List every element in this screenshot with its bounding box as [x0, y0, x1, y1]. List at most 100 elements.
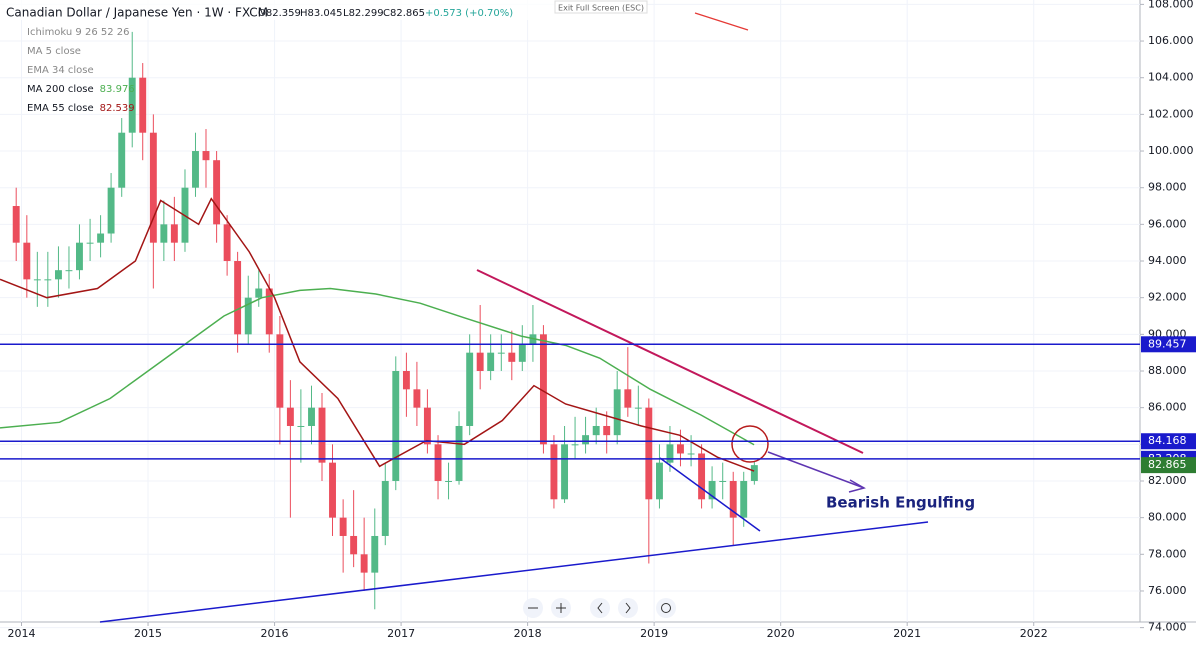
indicator-value: 82.539 [100, 103, 135, 114]
ohlc-high: H83.045 [300, 8, 343, 19]
y-tick-label: 82.000 [1148, 474, 1187, 487]
change: +0.573 (+0.70%) [425, 8, 513, 19]
trend-line [99, 521, 929, 623]
candle-body [149, 132, 157, 243]
candle-body [329, 462, 336, 518]
y-tick-label: 104.000 [1148, 71, 1194, 84]
candle-body [371, 535, 379, 573]
candle-body [719, 480, 727, 482]
candle-body [33, 279, 41, 281]
candle-body [634, 407, 642, 409]
icon [625, 602, 631, 614]
candle-body [12, 206, 20, 243]
scroll-left[interactable] [590, 598, 610, 618]
candle-body [350, 535, 358, 555]
indicator-label: EMA 34 close [27, 65, 94, 76]
trend-line [694, 12, 749, 31]
candle-body [497, 352, 505, 354]
candle-body [65, 270, 73, 272]
price-label: 84.168 [1148, 434, 1187, 447]
x-tick-label: 2016 [261, 627, 289, 640]
highlight-circle [731, 425, 769, 463]
x-tick-label: 2017 [387, 627, 415, 640]
indicator-label: MA 5 close [27, 46, 81, 57]
y-tick-label: 80.000 [1148, 511, 1187, 524]
candle-body [729, 480, 737, 518]
indicator-label: MA 200 close [27, 84, 94, 95]
candle-body [592, 425, 600, 436]
x-tick-label: 2021 [893, 627, 921, 640]
fullscreen-hint-box[interactable] [554, 0, 648, 14]
candle-body [360, 554, 368, 573]
x-tick-label: 2019 [640, 627, 668, 640]
candle-body [202, 151, 210, 161]
y-tick-label: 92.000 [1148, 291, 1187, 304]
candle-body [413, 389, 421, 408]
y-tick-label: 88.000 [1148, 364, 1187, 377]
last-price: 82.865 [1148, 458, 1187, 471]
indicator-line [0, 197, 755, 472]
candle-body [86, 242, 94, 244]
price-label-box [1141, 433, 1196, 450]
candle-body [455, 425, 463, 481]
reset[interactable] [656, 598, 676, 618]
fullscreen-hint[interactable]: Exit Full Screen (ESC) [558, 4, 644, 13]
candle-body [655, 462, 663, 500]
last-price-box [1141, 457, 1196, 474]
y-tick-label: 102.000 [1148, 107, 1194, 120]
candle-body [265, 288, 273, 335]
x-tick-label: 2014 [8, 627, 36, 640]
indicator-label: Ichimoku 9 26 52 26 [27, 27, 130, 38]
candle-body [308, 407, 315, 426]
candle-body [571, 444, 579, 446]
symbol: Canadian Dollar / Japanese Yen · 1W · FX… [6, 6, 268, 20]
candle-body [139, 77, 147, 133]
grid [0, 0, 1140, 629]
plot [0, 31, 758, 610]
annotation: Bearish Engulfing [826, 494, 975, 512]
trend-line [476, 269, 864, 454]
candle-body [170, 224, 178, 243]
y-tick-label: 76.000 [1148, 584, 1187, 597]
candle-body [624, 389, 632, 408]
y-tick-label: 86.000 [1148, 401, 1187, 414]
ohlc-low: L82.299 [343, 8, 384, 19]
ohlc-close: C82.865 [383, 8, 425, 19]
candle-body [466, 352, 474, 426]
candle-body [508, 352, 516, 362]
candle-body [244, 297, 252, 335]
candle-body [276, 334, 284, 408]
candle-body [708, 480, 716, 500]
candle-body [381, 480, 389, 536]
scroll-right[interactable] [618, 598, 638, 618]
y-tick-label: 78.000 [1148, 547, 1187, 560]
candle-body [107, 187, 115, 234]
trend-line [659, 457, 761, 532]
candle-body [666, 444, 674, 463]
candle-body [297, 425, 305, 427]
price-label: 89.457 [1148, 337, 1187, 350]
candle-body [445, 480, 452, 482]
arrow [767, 451, 865, 489]
x-tick-label: 2015 [134, 627, 162, 640]
candle-body [550, 444, 558, 500]
indicator-legend: Ichimoku 9 26 52 26 MA 5 close EMA 34 clos… [27, 27, 135, 114]
candle-body [740, 480, 748, 518]
x-tick-label: 2020 [767, 627, 795, 640]
y-tick-label: 98.000 [1148, 181, 1187, 194]
candle-body [561, 444, 569, 500]
candle-body [339, 517, 347, 536]
candle-body [402, 370, 410, 390]
candle-body [318, 407, 326, 463]
candle-body [476, 352, 484, 371]
candle-body [613, 389, 621, 436]
y-tick-label: 108.000 [1148, 0, 1194, 10]
candle-body [160, 224, 168, 243]
candle-body [750, 465, 758, 481]
icon [661, 603, 671, 613]
zoom-toolbar [523, 598, 676, 618]
indicator-label: EMA 55 close [27, 103, 94, 114]
candle-body [286, 407, 294, 426]
